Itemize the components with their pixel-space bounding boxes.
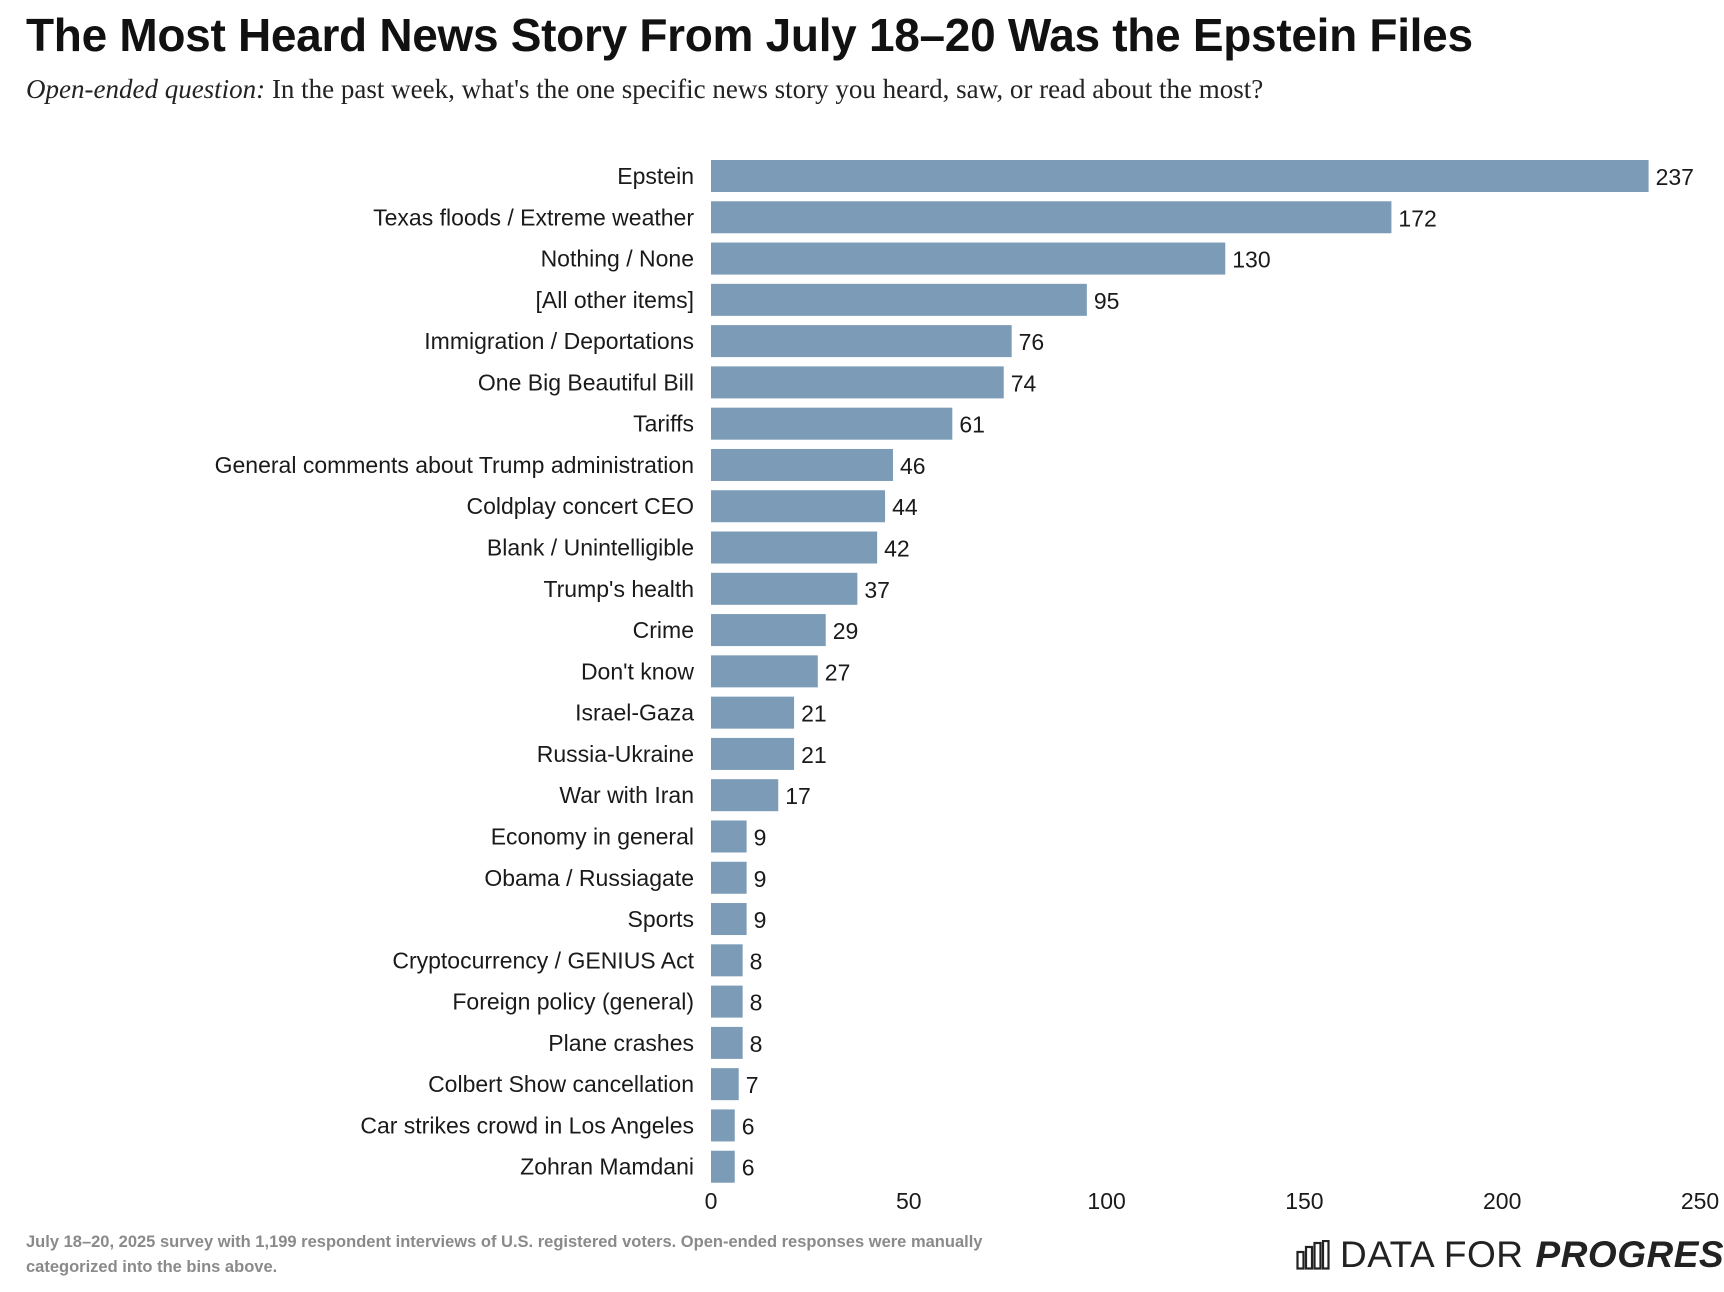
chart-subtitle: Open-ended question: In the past week, w…: [26, 74, 1263, 105]
bar: [711, 366, 1004, 399]
category-label: One Big Beautiful Bill: [478, 369, 694, 395]
data-label: 237: [1656, 164, 1694, 190]
category-label: Foreign policy (general): [452, 989, 694, 1015]
bar: [711, 903, 747, 936]
data-label: 7: [746, 1072, 759, 1098]
data-label: 44: [892, 494, 918, 520]
data-label: 21: [801, 742, 827, 768]
data-label: 6: [742, 1113, 755, 1139]
x-tick-label: 250: [1681, 1188, 1719, 1214]
bar: [711, 531, 878, 564]
data-label: 17: [785, 783, 811, 809]
category-label: Immigration / Deportations: [424, 328, 694, 354]
data-label: 29: [833, 618, 859, 644]
category-label: Israel-Gaza: [575, 700, 694, 726]
bar: [711, 820, 747, 853]
data-label: 130: [1232, 247, 1270, 273]
bar: [711, 572, 858, 605]
bar: [711, 655, 818, 688]
x-tick-label: 200: [1483, 1188, 1521, 1214]
bar: [711, 985, 743, 1018]
bar: [711, 325, 1012, 358]
data-label: 74: [1011, 370, 1037, 396]
data-label: 8: [750, 990, 763, 1016]
category-label: Trump's health: [543, 576, 694, 602]
category-label: Sports: [628, 906, 694, 932]
category-label: Blank / Unintelligible: [487, 535, 694, 561]
category-label: Russia-Ukraine: [537, 741, 694, 767]
bar: [711, 737, 795, 770]
category-label: Cryptocurrency / GENIUS Act: [392, 947, 694, 973]
x-tick-label: 100: [1087, 1188, 1125, 1214]
category-label: Zohran Mamdani: [520, 1154, 694, 1180]
bar: [711, 283, 1087, 316]
category-label: General comments about Trump administrat…: [215, 452, 694, 478]
bar: [711, 1150, 735, 1183]
category-label: Don't know: [581, 658, 694, 684]
data-label: 8: [750, 948, 763, 974]
data-label: 76: [1019, 329, 1045, 355]
bar: [711, 696, 795, 729]
category-label: Epstein: [617, 163, 694, 189]
data-label: 27: [825, 659, 851, 685]
subtitle-lead: Open-ended question:: [26, 74, 266, 104]
bar: [711, 448, 893, 481]
survey-footnote: July 18–20, 2025 survey with 1,199 respo…: [26, 1233, 983, 1276]
data-label: 95: [1094, 288, 1120, 314]
data-label: 9: [754, 824, 767, 850]
bar-chart-logo-icon: [1296, 1240, 1330, 1270]
category-label: [All other items]: [536, 287, 695, 313]
bar: [711, 614, 826, 647]
brand-light: DATA FOR: [1340, 1234, 1524, 1275]
data-label: 9: [754, 866, 767, 892]
data-label: 172: [1398, 205, 1436, 231]
bar: [711, 1026, 743, 1059]
data-label: 42: [884, 536, 910, 562]
data-label: 9: [754, 907, 767, 933]
category-label: Plane crashes: [548, 1030, 694, 1056]
bar: [711, 407, 953, 440]
bar: [711, 779, 779, 812]
bar: [711, 1068, 739, 1101]
data-label: 6: [742, 1155, 755, 1181]
category-label: Coldplay concert CEO: [466, 493, 694, 519]
category-label: Colbert Show cancellation: [428, 1071, 694, 1097]
brand-bold: PROGRESS: [1535, 1234, 1724, 1275]
bar: [711, 490, 886, 523]
category-label: Texas floods / Extreme weather: [373, 204, 694, 230]
bar: [711, 861, 747, 894]
bar: [711, 160, 1649, 192]
bar: [711, 242, 1226, 275]
bar-chart: Epstein 237 Texas floods / Extreme weather…: [215, 160, 1719, 1214]
category-label: War with Iran: [559, 782, 694, 808]
category-label: Obama / Russiagate: [484, 865, 694, 891]
category-label: Car strikes crowd in Los Angeles: [360, 1112, 694, 1138]
category-label: Tariffs: [633, 411, 694, 437]
x-tick-label: 0: [705, 1188, 718, 1214]
x-tick-label: 50: [896, 1188, 922, 1214]
data-label: 21: [801, 701, 827, 727]
bar: [711, 944, 743, 977]
subtitle-question: In the past week, what's the one specifi…: [265, 74, 1264, 104]
x-tick-label: 150: [1285, 1188, 1323, 1214]
data-label: 46: [900, 453, 926, 479]
brand-wordmark: DATA FOR PROGRESS: [1340, 1234, 1724, 1276]
category-label: Crime: [633, 617, 694, 643]
bar: [711, 1109, 735, 1142]
category-label: Nothing / None: [541, 246, 694, 272]
category-label: Economy in general: [491, 823, 694, 849]
data-label: 37: [864, 577, 890, 603]
bar: [711, 201, 1392, 234]
chart-title: The Most Heard News Story From July 18–2…: [26, 9, 1473, 61]
data-label: 61: [959, 412, 985, 438]
brand-logo: DATA FOR PROGRESS: [1296, 1233, 1724, 1277]
data-label: 8: [750, 1031, 763, 1057]
